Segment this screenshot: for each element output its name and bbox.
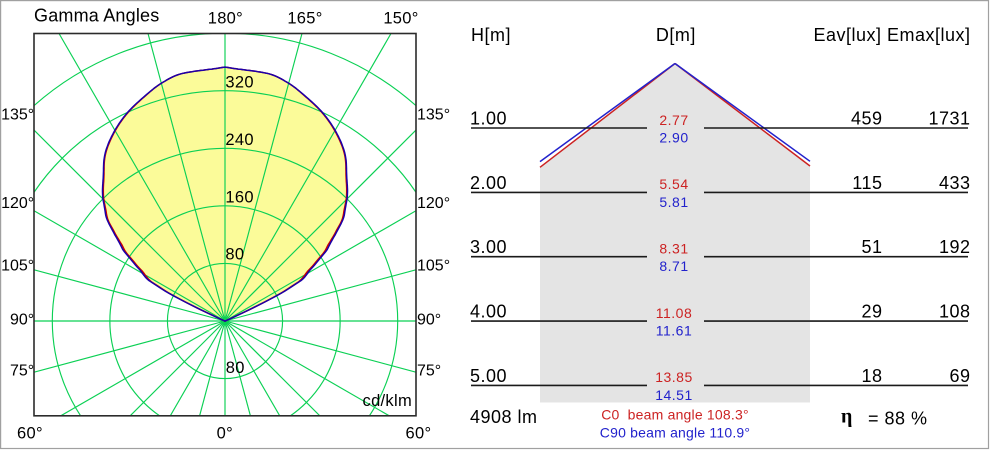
svg-text:3.00: 3.00 bbox=[470, 237, 507, 257]
svg-text:120°: 120° bbox=[417, 195, 450, 212]
svg-text:5.81: 5.81 bbox=[659, 194, 688, 210]
svg-text:240: 240 bbox=[225, 131, 253, 149]
svg-text:80: 80 bbox=[226, 359, 245, 377]
svg-text:11.08: 11.08 bbox=[656, 305, 693, 321]
svg-text:H[m]: H[m] bbox=[471, 25, 511, 45]
svg-text:192: 192 bbox=[939, 237, 971, 257]
svg-text:150°: 150° bbox=[383, 9, 418, 27]
svg-text:2.90: 2.90 bbox=[659, 130, 688, 146]
svg-text:135°: 135° bbox=[417, 107, 450, 124]
svg-text:C90 beam angle 110.9°: C90 beam angle 110.9° bbox=[600, 425, 750, 441]
svg-text:0°: 0° bbox=[217, 425, 233, 443]
svg-text:η: η bbox=[841, 406, 852, 428]
svg-text:14.51: 14.51 bbox=[655, 387, 693, 403]
svg-text:4.00: 4.00 bbox=[470, 302, 507, 322]
svg-text:18: 18 bbox=[861, 366, 882, 386]
svg-text:105°: 105° bbox=[1, 257, 34, 274]
svg-text:1.00: 1.00 bbox=[470, 109, 507, 129]
svg-text:1731: 1731 bbox=[928, 109, 970, 129]
svg-text:160: 160 bbox=[225, 189, 253, 207]
svg-text:29: 29 bbox=[861, 302, 882, 322]
svg-text:C0 beam angle 108.3°: C0 beam angle 108.3° bbox=[601, 407, 749, 423]
svg-text:Gamma Angles: Gamma Angles bbox=[34, 6, 159, 26]
svg-text:60°: 60° bbox=[17, 425, 43, 443]
svg-text:8.31: 8.31 bbox=[659, 241, 688, 257]
svg-text:Eav[lux]: Eav[lux] bbox=[813, 25, 881, 45]
svg-text:69: 69 bbox=[949, 366, 970, 386]
svg-text:180°: 180° bbox=[208, 9, 243, 27]
svg-text:459: 459 bbox=[851, 109, 883, 129]
svg-text:90°: 90° bbox=[417, 312, 441, 329]
svg-text:433: 433 bbox=[939, 173, 971, 193]
svg-text:cd/klm: cd/klm bbox=[363, 392, 412, 410]
svg-text:120°: 120° bbox=[1, 195, 34, 212]
svg-text:5.00: 5.00 bbox=[470, 366, 507, 386]
svg-text:108: 108 bbox=[939, 302, 971, 322]
svg-text:75°: 75° bbox=[417, 363, 441, 380]
svg-text:2.77: 2.77 bbox=[659, 112, 688, 128]
svg-text:51: 51 bbox=[861, 237, 882, 257]
svg-text:D[m]: D[m] bbox=[656, 25, 696, 45]
svg-text:8.71: 8.71 bbox=[659, 258, 688, 274]
svg-text:= 88 %: = 88 % bbox=[868, 409, 928, 429]
svg-text:60°: 60° bbox=[406, 425, 432, 443]
svg-text:13.85: 13.85 bbox=[655, 369, 693, 385]
svg-text:135°: 135° bbox=[1, 107, 34, 124]
svg-text:115: 115 bbox=[852, 173, 882, 193]
svg-text:5.54: 5.54 bbox=[659, 176, 688, 192]
svg-text:Emax[lux]: Emax[lux] bbox=[887, 25, 971, 45]
svg-text:105°: 105° bbox=[417, 257, 450, 274]
svg-text:75°: 75° bbox=[10, 363, 34, 380]
svg-text:90°: 90° bbox=[10, 312, 34, 329]
svg-text:11.61: 11.61 bbox=[656, 323, 693, 339]
svg-text:2.00: 2.00 bbox=[470, 173, 507, 193]
svg-text:80: 80 bbox=[225, 246, 244, 264]
svg-text:165°: 165° bbox=[287, 9, 322, 27]
svg-text:4908 lm: 4908 lm bbox=[470, 407, 538, 427]
svg-text:320: 320 bbox=[225, 74, 253, 92]
